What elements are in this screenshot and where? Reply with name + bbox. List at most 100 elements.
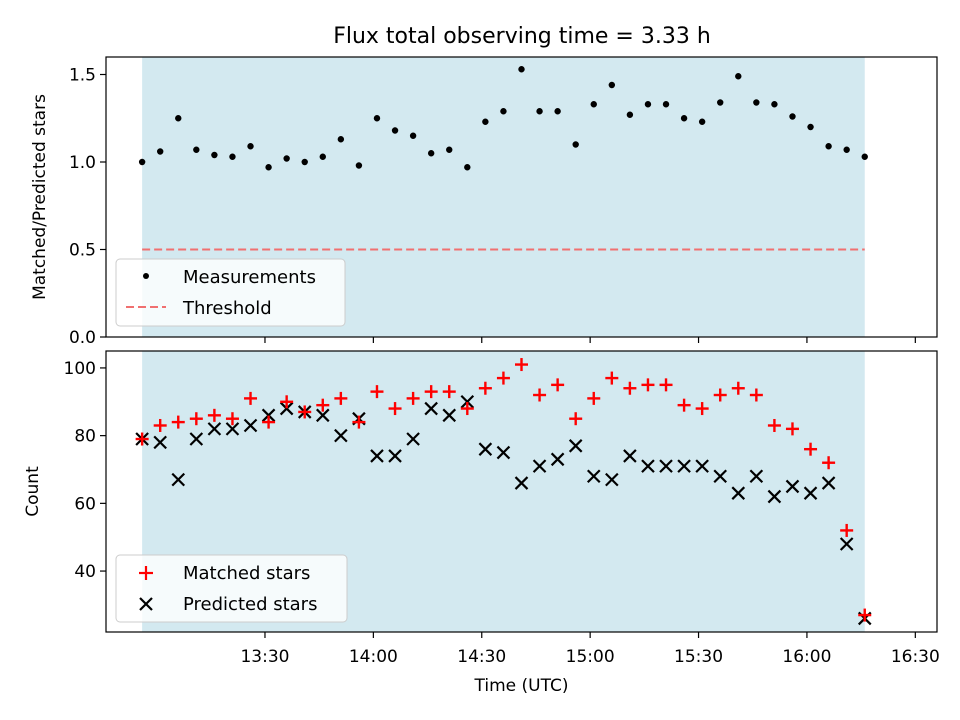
top-x-ticks: [264, 337, 916, 343]
predicted-star-point: [388, 449, 402, 463]
measurement-point: [572, 141, 579, 148]
predicted-star-point: [261, 408, 276, 423]
measurement-point: [753, 99, 760, 106]
predicted-star-point: [785, 479, 800, 494]
matched-stars-points: [135, 358, 872, 622]
matched-star-point: [424, 385, 438, 399]
matched-star-point: [551, 378, 565, 392]
legend-predicted-marker: [139, 597, 153, 611]
bottom-y-tick-label: 60: [74, 494, 96, 514]
measurement-point: [500, 108, 507, 115]
matched-star-point: [225, 412, 239, 426]
predicted-star-point: [605, 472, 619, 487]
predicted-star-point: [424, 401, 438, 416]
matched-star-point: [713, 388, 727, 402]
bottom-x-tick-label: 14:00: [349, 647, 398, 667]
predicted-star-point: [839, 537, 854, 551]
legend-matched-marker: [139, 566, 153, 580]
top-y-tick-label: 1.0: [69, 153, 96, 173]
measurement-point: [138, 158, 146, 166]
matched-star-point: [785, 422, 799, 436]
x-axis-label: Time (UTC): [474, 676, 569, 696]
legend-matched-label: Matched stars: [183, 563, 310, 584]
matched-star-point: [460, 402, 474, 416]
matched-star-point: [171, 415, 185, 429]
predicted-star-point: [478, 442, 493, 456]
matched-star-point: [858, 608, 872, 622]
predicted-star-point: [406, 432, 420, 446]
predicted-star-point: [821, 476, 836, 490]
measurement-point: [427, 150, 435, 157]
matched-star-point: [515, 358, 528, 372]
matched-star-point: [370, 385, 384, 399]
predicted-star-point: [641, 459, 655, 473]
figure-title: Flux total observing time = 3.33 h: [333, 24, 711, 49]
top-y-tick-label: 0.0: [69, 328, 96, 348]
measurement-point: [247, 143, 254, 150]
predicted-star-point: [243, 418, 258, 433]
bottom-x-ticks: 13:30 14:00 14:30 15:00 15:30 16:00 16:30: [240, 632, 940, 667]
predicted-star-point: [225, 422, 240, 436]
matched-star-point: [135, 432, 149, 446]
matched-star-point: [207, 408, 221, 422]
predicted-star-point: [279, 401, 294, 416]
predicted-star-point: [171, 472, 186, 487]
measurement-point: [175, 115, 182, 122]
predicted-star-point: [659, 459, 673, 473]
measurement-point: [301, 158, 308, 166]
top-y-ticks: 0.0 0.5 1.0 1.5: [69, 66, 106, 348]
predicted-star-point: [568, 439, 583, 453]
measurement-point: [337, 136, 345, 143]
measurement-point: [536, 108, 543, 115]
bottom-y-ticks: 40 60 80 100: [64, 359, 106, 582]
predicted-star-point: [623, 449, 637, 463]
matched-star-point: [840, 523, 854, 537]
matched-star-point: [533, 388, 547, 402]
legend-threshold-label: Threshold: [182, 298, 272, 319]
measurement-point: [662, 101, 670, 108]
predicted-star-point: [731, 486, 746, 500]
matched-star-point: [804, 442, 818, 456]
measurement-point: [644, 101, 652, 108]
predicted-star-point: [713, 469, 727, 484]
measurement-point: [843, 146, 850, 153]
predicted-star-point: [677, 459, 691, 473]
measurement-point: [156, 148, 164, 155]
matched-star-point: [262, 415, 276, 429]
predicted-star-point: [803, 486, 818, 500]
top-y-tick-label: 1.5: [69, 66, 96, 86]
measurement-point: [789, 113, 796, 120]
top-axes-frame: [105, 56, 938, 338]
measurement-point: [193, 146, 200, 153]
measurement-point: [409, 132, 417, 139]
predicted-star-point: [370, 449, 384, 463]
measurement-point: [355, 162, 363, 169]
bottom-y-axis-label: Count: [23, 466, 43, 517]
matched-star-point: [388, 402, 402, 416]
predicted-star-point: [207, 422, 222, 436]
measurement-point: [482, 118, 489, 125]
bottom-x-tick-label: 14:30: [457, 647, 506, 667]
measurement-point: [807, 123, 814, 131]
matched-star-point: [569, 412, 583, 426]
bottom-y-tick-label: 40: [74, 562, 96, 582]
matched-star-point: [280, 395, 294, 409]
legend-measurements-marker: [143, 273, 149, 279]
top-legend-box: [115, 258, 346, 327]
measurement-point: [391, 127, 399, 134]
measurement-point: [608, 81, 616, 89]
matched-star-point: [659, 378, 673, 392]
measurement-point: [518, 66, 525, 73]
bottom-panel: 40 60 80 100 13:30 14:00 14:30 15:00 15:30 16:00…: [23, 350, 940, 696]
matched-star-point: [153, 418, 167, 432]
bottom-axes-frame: [105, 350, 938, 633]
measurement-point: [861, 153, 868, 160]
matched-star-point: [316, 398, 330, 412]
predicted-star-point: [460, 395, 475, 409]
matched-star-point: [822, 456, 836, 470]
top-legend: Measurements Threshold: [115, 258, 346, 327]
measurement-point: [590, 101, 597, 108]
predicted-star-point: [442, 408, 457, 423]
predicted-star-point: [767, 489, 782, 504]
